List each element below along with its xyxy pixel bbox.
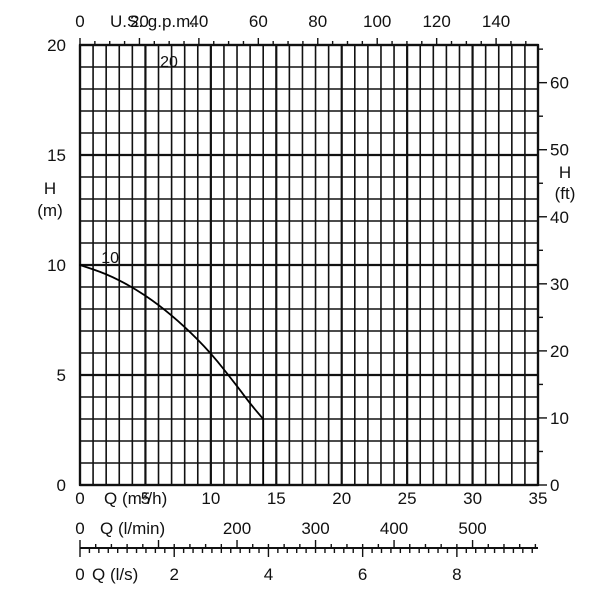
ft-tick-label: 50	[550, 141, 569, 160]
gpm-tick-label: 20	[130, 12, 149, 31]
y-axis-unit: (m)	[37, 201, 62, 220]
lmin-tick-label: 300	[301, 519, 329, 538]
gpm-tick-label: 0	[75, 12, 84, 31]
lmin-tick-label: 500	[458, 519, 486, 538]
ft-axis-unit: (ft)	[555, 184, 576, 203]
ft-tick-label: 40	[550, 208, 569, 227]
series	[79, 264, 265, 485]
lmin-tick-label: 0	[75, 519, 84, 538]
lmin-axis-label: Q (l/min)	[100, 519, 165, 538]
grid	[78, 43, 540, 487]
ft-tick-label: 30	[550, 275, 569, 294]
ls-axis-label: Q (l/s)	[92, 565, 138, 584]
x-tick-label: 30	[463, 489, 482, 508]
ft-tick-label: 20	[550, 342, 569, 361]
ls-tick-label: 6	[358, 565, 367, 584]
gpm-axis-label: U.S. g.p.m.	[110, 12, 195, 31]
x-tick-label: 20	[332, 489, 351, 508]
gpm-tick-label: 120	[422, 12, 450, 31]
x-tick-label: 10	[201, 489, 220, 508]
y-tick-label: 15	[47, 146, 66, 165]
gpm-tick-label: 140	[482, 12, 510, 31]
series-point	[131, 286, 134, 288]
x-tick-label: 15	[267, 489, 286, 508]
series-point	[210, 352, 212, 354]
y-tick-label: 5	[57, 366, 66, 385]
series-point	[105, 273, 107, 275]
ls-tick-label: 4	[264, 565, 273, 584]
series-curve-10	[79, 264, 264, 420]
series-point	[157, 303, 160, 306]
y-tick-label: 10	[47, 256, 66, 275]
series-point	[249, 402, 251, 405]
x-axis-label: Q (m³/h)	[104, 489, 167, 508]
curve-annotation: 10	[101, 250, 119, 267]
gpm-tick-label: 100	[363, 12, 391, 31]
ft-tick-label: 10	[550, 409, 569, 428]
y-tick-label: 0	[57, 476, 66, 495]
x-tick-label: 0	[75, 489, 84, 508]
lmin-tick-label: 400	[380, 519, 408, 538]
ls-tick-label: 8	[452, 565, 461, 584]
y-tick-label: 20	[47, 36, 66, 55]
ft-tick-label: 60	[550, 74, 569, 93]
gpm-tick-label: 40	[189, 12, 208, 31]
y-axis-label: H	[44, 179, 56, 198]
ft-axis-label: H	[559, 163, 571, 182]
x-tick-label: 35	[529, 489, 548, 508]
series-point	[236, 385, 238, 387]
curve-annotation: 20	[160, 54, 178, 71]
ft-tick-label: 0	[550, 476, 559, 495]
x-tick-label: 5	[141, 489, 150, 508]
ls-tick-label: 2	[169, 565, 178, 584]
ls-tick-label: 0	[75, 565, 84, 584]
lmin-tick-label: 200	[223, 519, 251, 538]
series-point	[79, 264, 81, 266]
axes	[79, 38, 547, 557]
series-point	[183, 325, 186, 328]
x-tick-label: 25	[398, 489, 417, 508]
gpm-tick-label: 80	[308, 12, 327, 31]
gpm-tick-label: 60	[249, 12, 268, 31]
